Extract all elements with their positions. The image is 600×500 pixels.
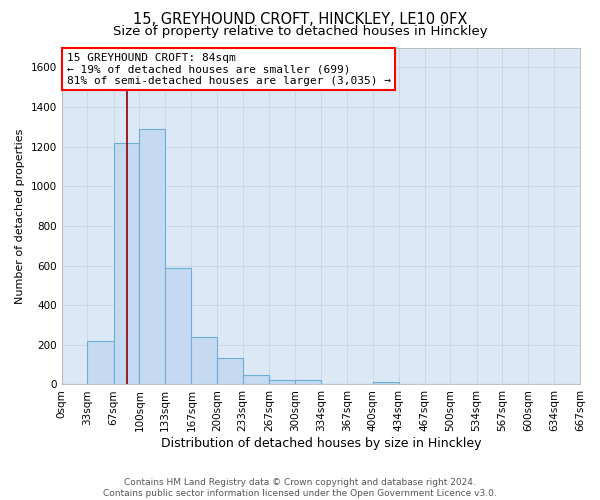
Bar bbox=[269, 380, 295, 384]
Bar bbox=[217, 358, 243, 384]
Text: 15 GREYHOUND CROFT: 84sqm
← 19% of detached houses are smaller (699)
81% of semi: 15 GREYHOUND CROFT: 84sqm ← 19% of detac… bbox=[67, 52, 391, 86]
Bar bbox=[295, 380, 321, 384]
Text: Size of property relative to detached houses in Hinckley: Size of property relative to detached ho… bbox=[113, 24, 487, 38]
Bar bbox=[165, 268, 191, 384]
Bar bbox=[191, 337, 217, 384]
Y-axis label: Number of detached properties: Number of detached properties bbox=[15, 128, 25, 304]
Bar bbox=[243, 374, 269, 384]
Bar bbox=[373, 382, 399, 384]
Bar bbox=[139, 129, 165, 384]
Text: 15, GREYHOUND CROFT, HINCKLEY, LE10 0FX: 15, GREYHOUND CROFT, HINCKLEY, LE10 0FX bbox=[133, 12, 467, 28]
Text: Contains HM Land Registry data © Crown copyright and database right 2024.
Contai: Contains HM Land Registry data © Crown c… bbox=[103, 478, 497, 498]
Bar bbox=[88, 341, 114, 384]
Bar bbox=[114, 142, 139, 384]
X-axis label: Distribution of detached houses by size in Hinckley: Distribution of detached houses by size … bbox=[161, 437, 481, 450]
